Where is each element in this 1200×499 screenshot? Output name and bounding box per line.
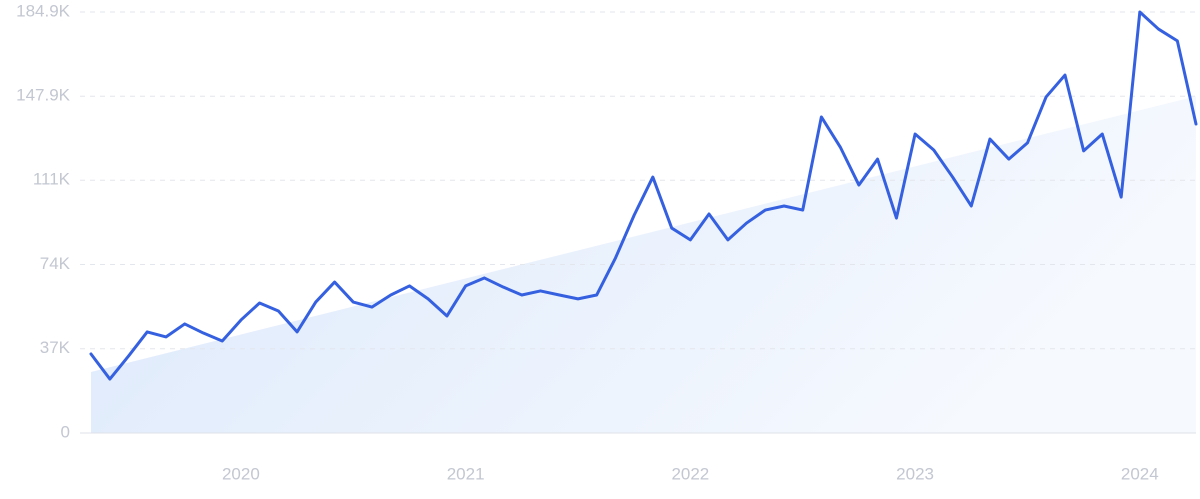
x-tick-label: 2022 xyxy=(671,464,709,483)
data-line xyxy=(89,10,1198,381)
y-tick-label: 111K xyxy=(33,170,71,189)
x-tick-label: 2023 xyxy=(896,464,934,483)
y-tick-label: 74K xyxy=(40,254,71,273)
x-tick-label: 2020 xyxy=(222,464,260,483)
y-tick-label: 0 xyxy=(61,422,70,441)
y-tick-label: 147.9K xyxy=(16,86,71,105)
y-tick-label: 37K xyxy=(40,338,71,357)
y-tick-label: 184.9K xyxy=(16,1,71,20)
x-tick-label: 2021 xyxy=(447,464,485,483)
x-tick-label: 2024 xyxy=(1121,464,1159,483)
